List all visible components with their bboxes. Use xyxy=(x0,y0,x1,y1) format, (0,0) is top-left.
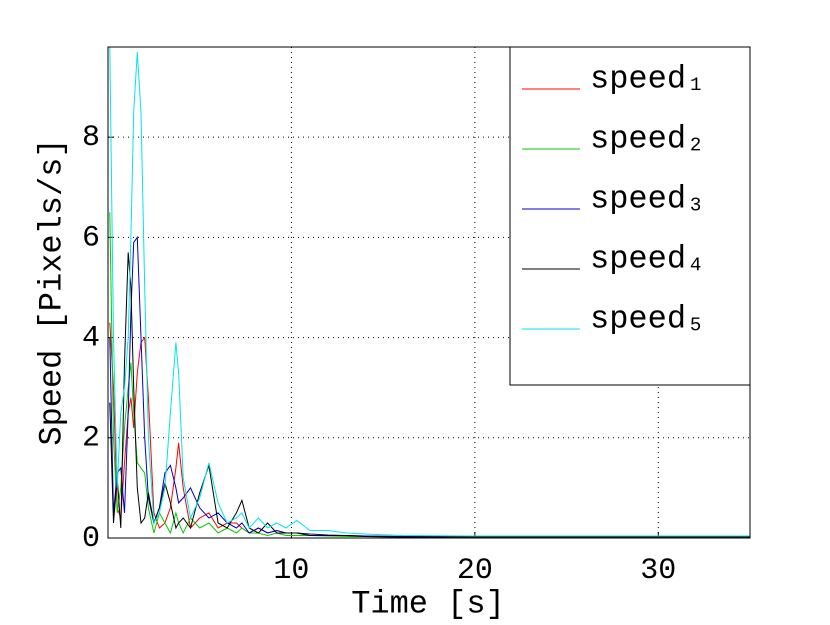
x-tick-label: 20 xyxy=(457,554,493,588)
legend-label: speed₁ xyxy=(590,60,705,97)
y-tick-label: 8 xyxy=(82,121,100,155)
legend-label: speed₂ xyxy=(590,120,705,157)
x-tick-label: 30 xyxy=(640,554,676,588)
data-line xyxy=(109,46,750,537)
y-tick-label: 6 xyxy=(82,221,100,255)
x-axis-label: Time [s] xyxy=(351,585,505,622)
y-tick-label: 4 xyxy=(82,322,100,356)
legend-label: speed₅ xyxy=(590,300,705,337)
data-line xyxy=(109,212,750,538)
legend-label: speed₄ xyxy=(590,240,705,277)
data-line xyxy=(109,252,750,538)
y-tick-label: 0 xyxy=(82,522,100,556)
y-axis-label: Speed [Pixels/s] xyxy=(33,138,70,445)
y-tick-label: 2 xyxy=(82,422,100,456)
legend-label: speed₃ xyxy=(590,180,705,217)
x-tick-label: 10 xyxy=(273,554,309,588)
